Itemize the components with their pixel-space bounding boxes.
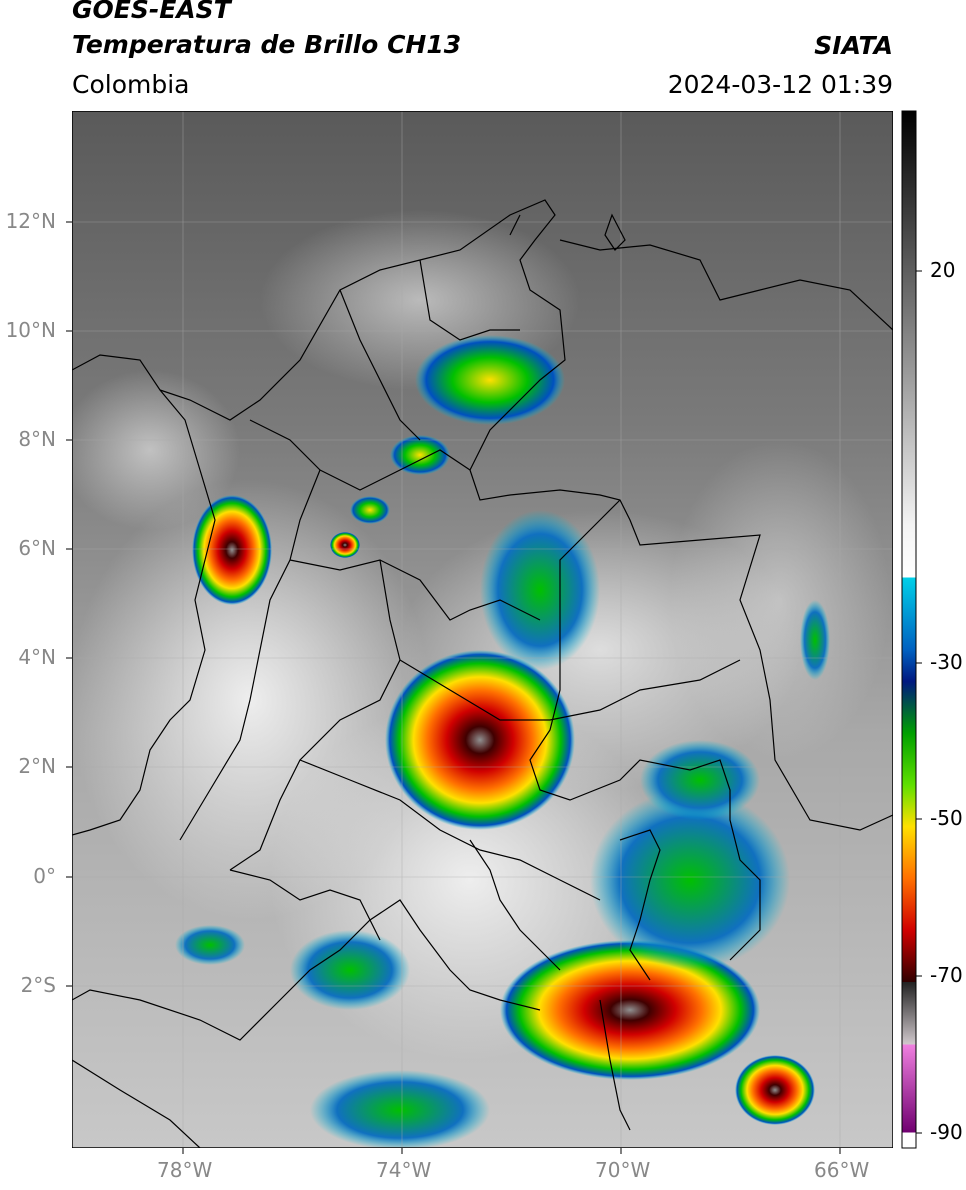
colorbar — [901, 110, 922, 1149]
region-label: Colombia — [72, 70, 190, 99]
lon-label-66w: 66°W — [814, 1158, 870, 1182]
colorbar-label-minus30: -30 — [930, 650, 963, 674]
colorbar-label-20: 20 — [930, 258, 956, 282]
lat-label-8n: 8°N — [18, 427, 56, 451]
satellite-title: GOES-EAST — [72, 0, 231, 24]
lat-label-6n: 6°N — [18, 536, 56, 560]
lon-label-78w: 78°W — [157, 1158, 213, 1182]
graticule — [72, 111, 893, 1148]
lat-label-4n: 4°N — [18, 645, 56, 669]
lat-label-0: 0° — [33, 864, 56, 888]
colorbar-label-minus90: -90 — [930, 1120, 963, 1144]
org-label: SIATA — [814, 31, 893, 60]
lon-label-70w: 70°W — [595, 1158, 651, 1182]
lat-label-12n: 12°N — [5, 209, 56, 233]
axis-ticks — [66, 221, 841, 1154]
colorbar-label-minus50: -50 — [930, 806, 963, 830]
lat-label-2n: 2°N — [18, 754, 56, 778]
satellite-imagery — [72, 111, 893, 1148]
datetime-label: 2024-03-12 01:39 — [667, 70, 893, 99]
lon-label-74w: 74°W — [376, 1158, 432, 1182]
borders — [72, 199, 893, 1148]
product-title: Temperatura de Brillo CH13 — [72, 30, 462, 59]
lat-label-10n: 10°N — [5, 318, 56, 342]
lat-label-2s: 2°S — [20, 973, 56, 997]
colorbar-label-minus70: -70 — [930, 963, 963, 987]
